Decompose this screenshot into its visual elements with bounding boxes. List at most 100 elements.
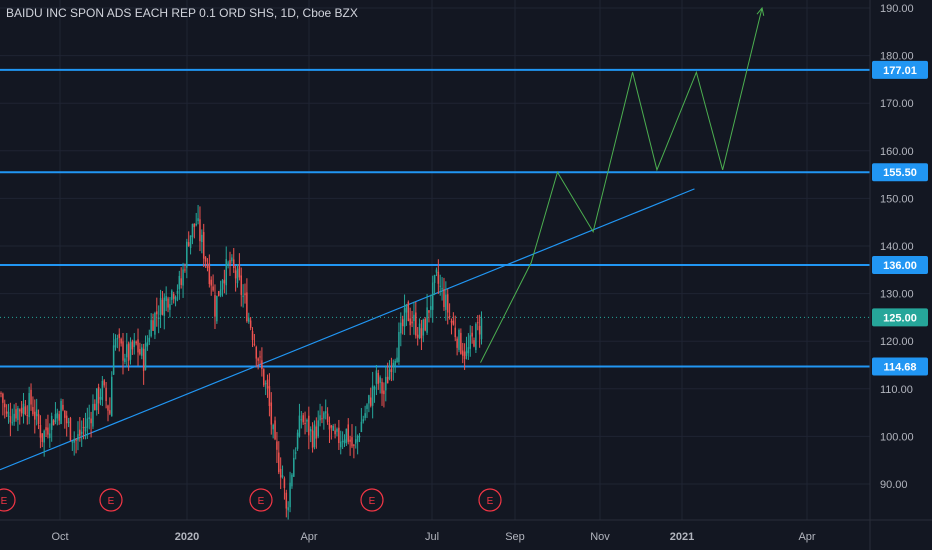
candle-body	[163, 297, 166, 316]
candle-body	[141, 347, 143, 356]
candle-body	[191, 223, 194, 238]
candle-body	[306, 419, 308, 422]
candle-body	[394, 360, 396, 366]
candle-body	[7, 411, 10, 417]
candle-body	[152, 320, 154, 331]
candle-body	[341, 440, 344, 442]
candle-body	[161, 299, 164, 315]
candle-body	[353, 444, 355, 446]
candle-body	[321, 418, 323, 420]
candle-body	[69, 418, 72, 441]
candle-body	[469, 335, 471, 349]
earnings-marker-circle	[478, 488, 502, 512]
candle-body	[67, 421, 70, 423]
candle-body	[276, 441, 278, 450]
candle-body	[349, 439, 351, 442]
level-label-box	[872, 256, 928, 275]
candle-body	[204, 257, 207, 262]
candle-body	[392, 362, 395, 368]
candle-body	[251, 331, 254, 341]
candle-body	[9, 416, 12, 423]
candle-body	[169, 304, 171, 310]
candle-body	[97, 387, 100, 404]
candle-body	[281, 475, 284, 478]
candle-body	[65, 415, 68, 424]
candle-body	[439, 285, 441, 287]
candle-body	[13, 413, 15, 422]
y-tick-label: 190.00	[880, 3, 914, 15]
candle-body	[261, 360, 263, 369]
candle-body	[56, 412, 59, 419]
x-tick-label: Jul	[425, 531, 439, 543]
candle-body	[319, 415, 321, 421]
candle-body	[17, 408, 19, 421]
candle-body	[101, 380, 104, 401]
y-tick-label: 90.00	[880, 479, 908, 491]
candle-body	[242, 295, 244, 297]
candle-body	[107, 405, 109, 411]
candle-body	[441, 288, 443, 290]
candle-body	[159, 298, 162, 315]
candle-body	[246, 292, 248, 322]
candle-body	[193, 223, 196, 228]
candle-body	[279, 468, 282, 478]
candle-body	[248, 318, 250, 322]
candle-body	[383, 390, 385, 395]
earnings-marker-label: E	[258, 496, 265, 507]
candle-body	[105, 387, 107, 402]
candle-body	[435, 269, 438, 273]
last-price-label: 125.00	[883, 312, 917, 324]
candle-body	[415, 312, 417, 336]
candle-body	[214, 295, 216, 317]
projection-arrowhead	[756, 6, 765, 16]
candle-body	[465, 350, 468, 356]
level-label: 114.68	[883, 362, 916, 374]
candle-body	[11, 422, 14, 424]
candle-body	[50, 415, 53, 430]
candle-body	[454, 327, 456, 338]
candle-body	[433, 275, 436, 283]
candle-body	[28, 393, 30, 418]
candle-body	[5, 411, 8, 414]
candle-body	[58, 414, 60, 421]
candle-body	[150, 320, 152, 337]
earnings-marker-circle	[360, 488, 384, 512]
candle-body	[52, 420, 55, 426]
candle-body	[249, 320, 252, 328]
candle-body	[430, 306, 432, 310]
candle-body	[330, 425, 333, 428]
candle-body	[445, 294, 447, 310]
x-tick-label: 2020	[175, 531, 199, 543]
y-tick-label: 160.00	[880, 146, 914, 158]
candle-body	[20, 407, 23, 414]
candle-body	[225, 259, 227, 286]
candle-body	[413, 314, 415, 322]
candle-body	[377, 372, 380, 384]
candle-body	[172, 293, 175, 299]
earnings-marker-circle	[99, 488, 123, 512]
candle-body	[448, 316, 451, 318]
candle-body	[401, 319, 404, 327]
candle-body	[217, 291, 220, 297]
candle-body	[283, 478, 286, 488]
candle-body	[385, 376, 387, 391]
candle-body	[167, 298, 169, 308]
candle-body	[298, 415, 301, 437]
candle-body	[268, 386, 271, 407]
candle-body	[37, 414, 40, 424]
candle-body	[45, 427, 47, 431]
candle-body	[231, 257, 233, 262]
candle-body	[32, 407, 34, 415]
candle-body	[304, 423, 306, 425]
candle-body	[409, 318, 411, 326]
candle-body	[236, 268, 239, 284]
candle-body	[368, 395, 370, 404]
candle-body	[259, 356, 261, 358]
candle-body	[0, 392, 2, 394]
candle-body	[375, 370, 378, 384]
candle-body	[34, 411, 36, 420]
candle-body	[371, 385, 374, 406]
candle-body	[133, 340, 136, 348]
